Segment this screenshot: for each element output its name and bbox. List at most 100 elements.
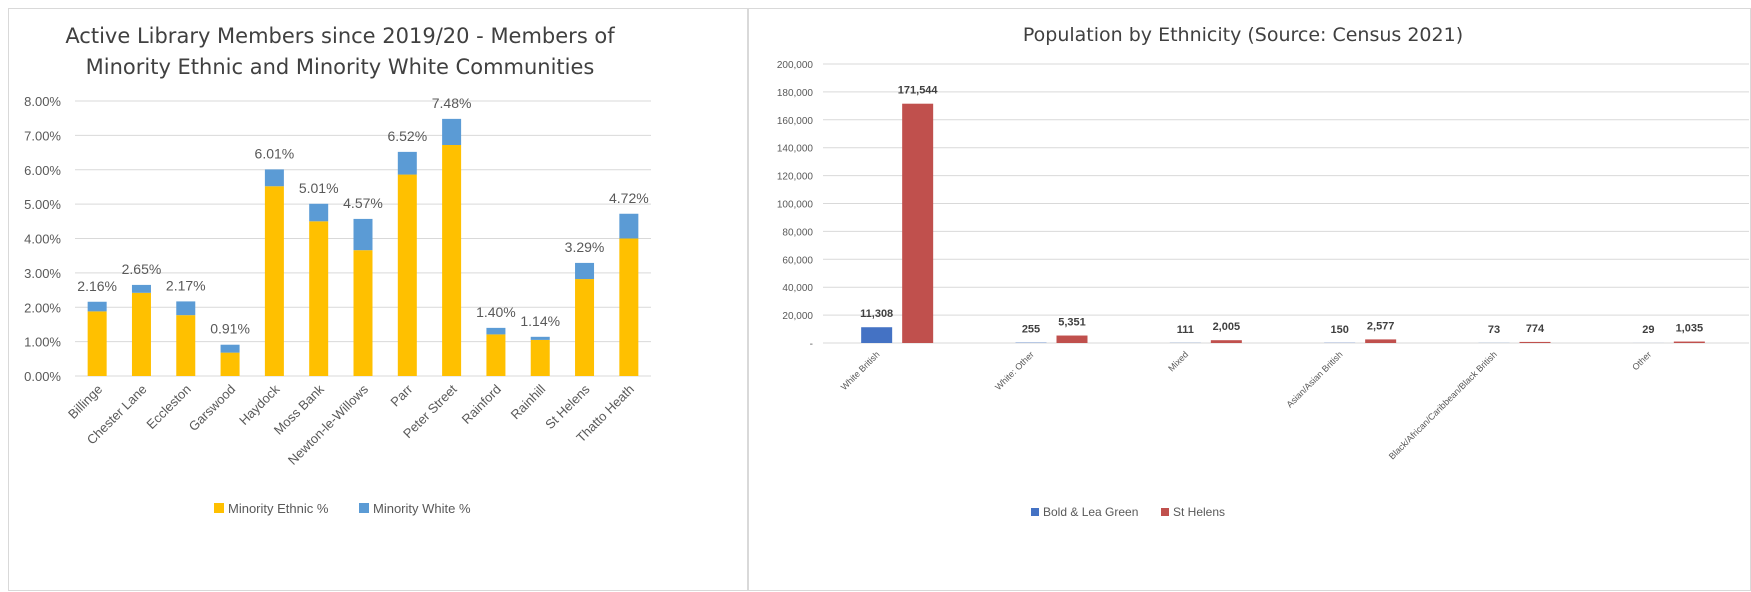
- legend-swatch: [1161, 508, 1169, 516]
- legend-label: Bold & Lea Green: [1043, 505, 1138, 519]
- data-label: 2,577: [1367, 320, 1395, 332]
- legend-label: Minority Ethnic %: [228, 501, 329, 516]
- bar-segment: [221, 345, 240, 353]
- data-label: 11,308: [860, 308, 893, 320]
- data-label: 4.72%: [609, 190, 649, 206]
- legend-swatch: [359, 503, 369, 513]
- bar-segment: [265, 169, 284, 186]
- bar-segment: [531, 340, 550, 376]
- chart-title-line: Active Library Members since 2019/20 - M…: [65, 24, 615, 48]
- bar-segment: [176, 315, 195, 376]
- data-label: 6.52%: [387, 128, 427, 144]
- library-members-chart: Active Library Members since 2019/20 - M…: [9, 9, 749, 592]
- bar-segment: [354, 250, 373, 376]
- x-tick-label: Other: [1630, 349, 1653, 372]
- bar-segment: [309, 204, 328, 222]
- data-label: 73: [1488, 324, 1500, 336]
- bar-segment: [575, 263, 594, 279]
- y-tick-label: 40,000: [782, 283, 813, 294]
- data-label: 2.65%: [122, 261, 162, 277]
- data-label: 255: [1022, 324, 1040, 336]
- bar-segment: [619, 214, 638, 239]
- data-label: 1,035: [1676, 323, 1704, 335]
- data-label: 5,351: [1058, 317, 1086, 329]
- bar: [1057, 336, 1088, 343]
- bar-segment: [619, 239, 638, 377]
- y-tick-label: 5.00%: [24, 197, 61, 212]
- population-ethnicity-chart: Population by Ethnicity (Source: Census …: [749, 9, 1751, 592]
- x-tick-label: Black/African/Caribbean/Black British: [1387, 349, 1499, 461]
- x-tick-label: Parr: [387, 381, 415, 409]
- data-label: 1.40%: [476, 304, 516, 320]
- y-tick-label: 6.00%: [24, 163, 61, 178]
- bar: [1365, 339, 1396, 343]
- legend-swatch: [214, 503, 224, 513]
- y-tick-label: -: [810, 339, 813, 350]
- data-label: 6.01%: [255, 145, 295, 161]
- bar-segment: [88, 311, 107, 376]
- data-label: 774: [1526, 323, 1545, 335]
- bar-segment: [221, 353, 240, 376]
- bar: [1211, 340, 1242, 343]
- legend-swatch: [1031, 508, 1039, 516]
- bar-segment: [442, 145, 461, 376]
- y-tick-label: 2.00%: [24, 300, 61, 315]
- bar-segment: [531, 337, 550, 340]
- y-tick-label: 80,000: [782, 227, 813, 238]
- bar-segment: [398, 152, 417, 175]
- bar-segment: [176, 301, 195, 315]
- chart-panel-population-ethnicity: Population by Ethnicity (Source: Census …: [748, 8, 1751, 591]
- x-tick-label: Garswood: [186, 382, 239, 435]
- bar-segment: [398, 175, 417, 376]
- y-tick-label: 100,000: [777, 200, 814, 211]
- bar: [861, 327, 892, 343]
- data-label: 1.14%: [520, 313, 560, 329]
- y-tick-label: 160,000: [777, 116, 814, 127]
- y-tick-label: 120,000: [777, 172, 814, 183]
- data-label: 4.57%: [343, 195, 383, 211]
- y-tick-label: 180,000: [777, 88, 814, 99]
- data-label: 3.29%: [565, 239, 605, 255]
- data-label: 150: [1330, 324, 1348, 336]
- x-tick-label: Mixed: [1166, 349, 1190, 373]
- y-tick-label: 0.00%: [24, 369, 61, 384]
- x-tick-label: Asian/Asian British: [1284, 349, 1344, 409]
- data-label: 171,544: [898, 85, 939, 97]
- data-label: 111: [1177, 324, 1194, 336]
- bar: [1674, 342, 1705, 343]
- data-label: 5.01%: [299, 180, 339, 196]
- x-tick-label: Rainhill: [508, 381, 549, 422]
- x-tick-label: Billinge: [65, 382, 105, 422]
- bar-segment: [354, 219, 373, 250]
- bar-segment: [309, 221, 328, 376]
- y-tick-label: 20,000: [782, 311, 813, 322]
- data-label: 2.17%: [166, 277, 206, 293]
- data-label: 2.16%: [77, 278, 117, 294]
- bar-segment: [88, 302, 107, 312]
- x-tick-label: White British: [839, 349, 882, 392]
- bar: [902, 104, 933, 343]
- data-label: 7.48%: [432, 95, 472, 111]
- chart-title-line: Minority Ethnic and Minority White Commu…: [86, 55, 595, 79]
- legend-label: St Helens: [1173, 505, 1225, 519]
- y-tick-label: 140,000: [777, 144, 814, 155]
- bar-segment: [575, 279, 594, 376]
- y-tick-label: 7.00%: [24, 128, 61, 143]
- data-label: 29: [1642, 324, 1654, 336]
- x-tick-label: Rainford: [459, 382, 504, 427]
- bar: [1520, 342, 1551, 343]
- chart-panel-library-members: Active Library Members since 2019/20 - M…: [8, 8, 748, 591]
- y-tick-label: 200,000: [777, 60, 814, 71]
- legend-label: Minority White %: [373, 501, 471, 516]
- x-tick-label: White: Other: [993, 349, 1036, 392]
- data-label: 0.91%: [210, 321, 250, 337]
- chart-title: Population by Ethnicity (Source: Census …: [1023, 24, 1463, 46]
- x-tick-label: Newton-le-Willows: [285, 381, 372, 468]
- bar-segment: [486, 328, 505, 335]
- bar-segment: [486, 334, 505, 376]
- bar-segment: [132, 293, 151, 376]
- y-tick-label: 60,000: [782, 255, 813, 266]
- data-label: 2,005: [1213, 321, 1241, 333]
- bar-segment: [132, 285, 151, 293]
- bar-segment: [265, 186, 284, 376]
